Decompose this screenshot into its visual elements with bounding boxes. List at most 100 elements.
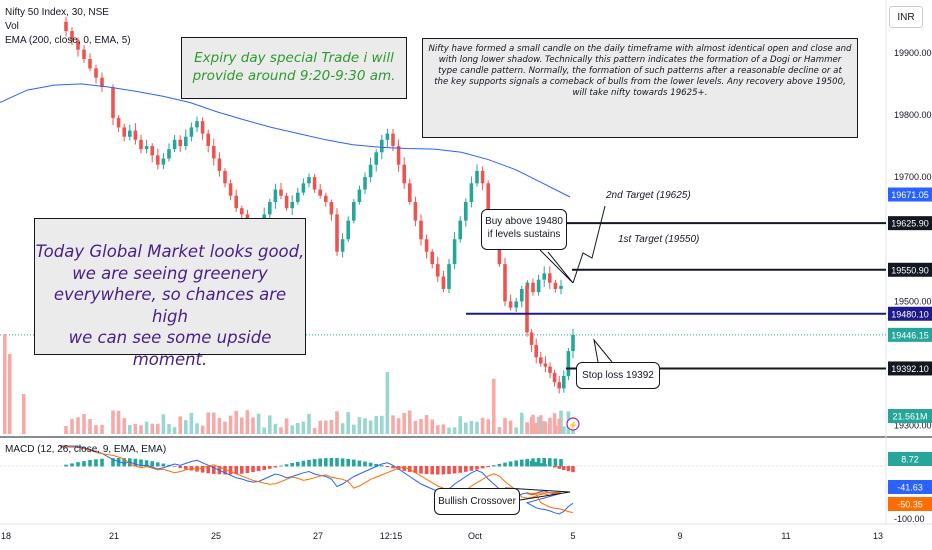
macd-hist-bar: [542, 458, 546, 467]
target2-label: 2nd Target (19625): [606, 190, 691, 201]
volume-bar: [497, 426, 502, 434]
volume-bar: [279, 427, 283, 434]
macd-signal-tag: -50.35: [897, 500, 923, 510]
volume-bar: [240, 417, 244, 434]
volume-legend[interactable]: Vol: [5, 21, 19, 32]
candle-body: [475, 170, 479, 184]
volume-bar: [111, 410, 115, 434]
volume-bar: [539, 415, 543, 434]
macd-hist-bar: [100, 458, 104, 467]
volume-bar: [116, 410, 121, 434]
macd-hist-bar: [374, 463, 378, 467]
volume-bar: [312, 427, 317, 434]
target2-tag: 19625.90: [891, 219, 929, 229]
candle-body: [76, 40, 80, 50]
macd-line-tag-bg: [888, 480, 932, 494]
macd-legend[interactable]: MACD (12, 26, close, 9, EMA, EMA): [5, 444, 167, 455]
candle-body: [195, 121, 199, 128]
volume-bar: [475, 421, 479, 434]
candle-body: [402, 164, 406, 184]
macd-hist-bar: [223, 466, 227, 475]
macd-hist-bar: [497, 463, 502, 467]
macd-hist-bar: [380, 465, 384, 467]
macd-hist-bar: [469, 466, 474, 471]
volume-bar: [534, 423, 538, 434]
lightning-icon[interactable]: [566, 417, 580, 431]
volume-bar: [557, 418, 561, 434]
volume-bar: [273, 423, 278, 434]
macd-hist-bar: [562, 466, 566, 471]
volume-bar: [262, 427, 266, 434]
macd-hist-bar: [329, 458, 334, 467]
volume-bar: [469, 420, 474, 434]
candle-body: [184, 136, 188, 147]
volume-bar: [94, 425, 98, 434]
macd-hist-bar: [543, 464, 548, 467]
macd-hist-bar: [553, 458, 558, 467]
volume-bar: [184, 420, 188, 434]
macd-hist-bar: [447, 466, 451, 475]
macd-hist-bar: [557, 466, 561, 469]
macd-hist-bar: [251, 466, 255, 473]
candle-body: [486, 183, 490, 215]
macd-hist-bar: [133, 458, 138, 467]
macd-hist-bar: [200, 466, 205, 473]
candle-body: [548, 366, 552, 373]
macd-hist-bar: [514, 460, 518, 467]
volume-bar: [307, 413, 311, 434]
target1-tag: 19550.90: [891, 265, 929, 275]
macd-hist-bar: [301, 460, 306, 467]
volume-bar: [385, 372, 390, 434]
candle-body: [116, 118, 121, 128]
ema-tag-bg: [888, 187, 932, 202]
macd-hist-bar: [70, 463, 74, 467]
volume-bar: [284, 418, 289, 434]
macd-hist-bar: [402, 466, 406, 471]
candle-body: [559, 285, 563, 289]
macd-hist-bar: [161, 463, 166, 467]
volume-bar: [172, 427, 177, 434]
currency-button[interactable]: INR: [889, 6, 923, 28]
volume-bar: [82, 413, 86, 434]
volume-bar: [268, 415, 272, 434]
candle-body: [497, 239, 502, 265]
candle-body: [520, 288, 524, 302]
candle-body: [543, 363, 548, 367]
price-tick-label: 19800.00: [894, 110, 932, 120]
ema-legend[interactable]: EMA (200, close, 0, EMA, 5): [5, 35, 131, 46]
last-price-tag: 19446.15: [891, 330, 929, 340]
stop-callout-tail: [593, 338, 613, 363]
market-note-line-1: Today Global Market looks good,: [35, 242, 305, 261]
volume-bar: [228, 415, 233, 434]
volume-bar: [329, 419, 334, 434]
candle-body: [424, 239, 429, 252]
macd-hist-bar: [452, 466, 457, 474]
symbol-legend[interactable]: Nifty 50 Index, 30, NSE: [5, 7, 109, 18]
candle-body: [167, 149, 171, 159]
candle-body: [150, 146, 154, 156]
candle-body: [312, 177, 317, 190]
candle-body: [206, 133, 210, 147]
volume-bar: [413, 420, 418, 434]
volume-bar: [520, 412, 524, 434]
macd-hist-bar: [548, 465, 552, 467]
macd-hist-bar: [82, 461, 86, 467]
macd-hist-bar: [385, 466, 390, 468]
macd-hist-bar: [156, 462, 160, 467]
volume-bar: [167, 423, 171, 434]
macd-hist-bar: [368, 462, 373, 467]
volume-bar: [150, 423, 154, 434]
macd-hist-bar: [335, 458, 339, 467]
candle-body: [396, 146, 401, 165]
macd-hist-bar: [419, 466, 423, 474]
candle-body: [553, 282, 558, 289]
volume-bar: [525, 422, 529, 434]
macd-hist-bar: [273, 466, 278, 468]
macd-hist-bar: [172, 466, 177, 467]
macd-line-tag: -41.63: [897, 483, 923, 493]
macd-hist-bar: [571, 466, 575, 473]
candle-body: [82, 49, 86, 60]
candle-body: [536, 279, 541, 293]
volume-bar: [70, 418, 74, 434]
volume-bar: [64, 425, 68, 434]
